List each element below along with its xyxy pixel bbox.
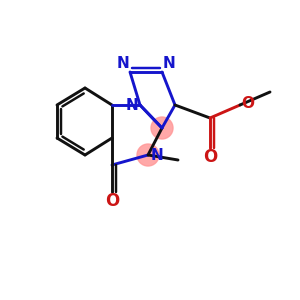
Text: N: N (125, 98, 138, 112)
Text: O: O (241, 97, 254, 112)
Text: O: O (203, 148, 217, 166)
Circle shape (151, 117, 173, 139)
Text: O: O (105, 192, 119, 210)
Circle shape (137, 144, 159, 166)
Text: N: N (116, 56, 129, 71)
Text: N: N (163, 56, 176, 71)
Text: N: N (151, 148, 164, 164)
